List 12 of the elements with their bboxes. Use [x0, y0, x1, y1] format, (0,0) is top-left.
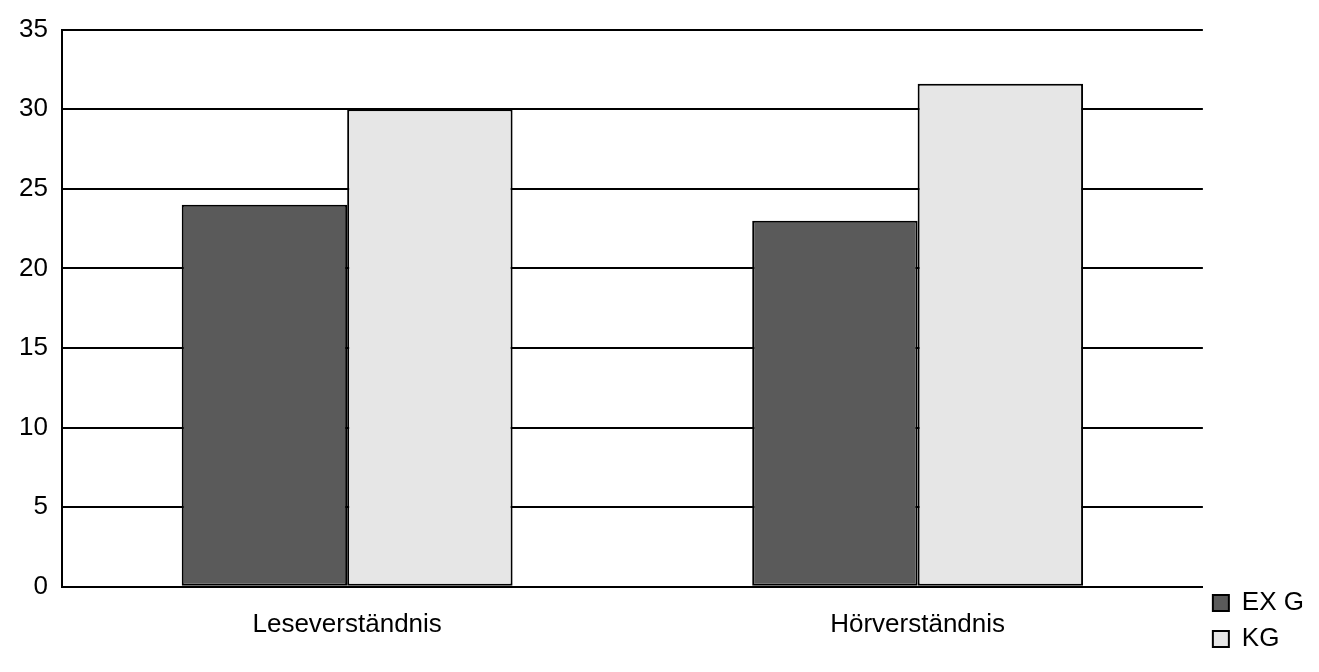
y-tick-label: 0 — [33, 569, 48, 600]
y-tick-label: 5 — [33, 490, 48, 521]
y-tick-label: 15 — [19, 331, 48, 362]
y-tick-label: 25 — [19, 171, 48, 202]
legend-label: EX G — [1241, 586, 1305, 617]
y-tick-label: 35 — [19, 12, 48, 43]
y-tick-label: 20 — [19, 251, 48, 282]
x-tick-label: Leseverständnis — [252, 607, 442, 638]
legend-label: KG — [1241, 622, 1280, 653]
y-tick-label: 10 — [19, 410, 48, 441]
x-tick-label: Hörverständnis — [830, 607, 1006, 638]
y-tick-label: 30 — [19, 92, 48, 123]
